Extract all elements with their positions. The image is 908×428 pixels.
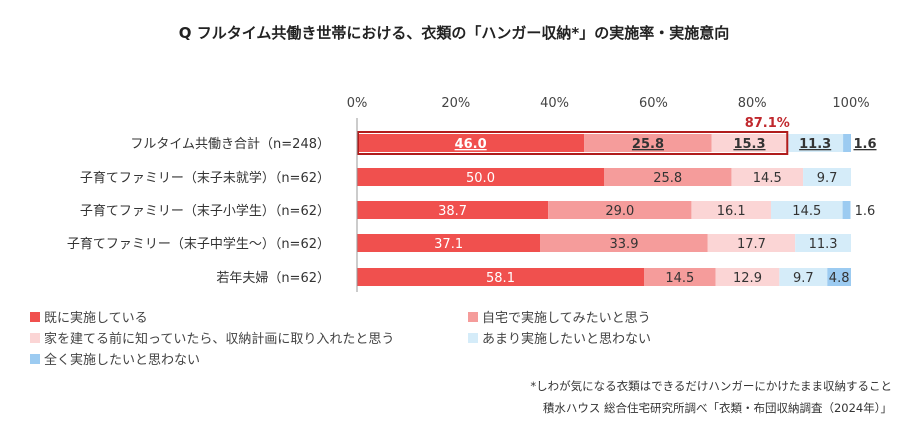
data-label: 16.1 (717, 204, 746, 219)
x-tick-label: 0% (347, 96, 368, 111)
data-label: 12.9 (733, 271, 762, 286)
category-label: フルタイム共働き合計（n=248） (130, 136, 330, 152)
bar-segment (770, 201, 843, 219)
bar-segment (357, 168, 604, 186)
data-label: 25.8 (632, 137, 664, 152)
data-label: 37.1 (434, 237, 463, 252)
bar-segment (827, 268, 851, 286)
bar-segment (803, 168, 851, 186)
x-tick-label: 40% (540, 96, 569, 111)
legend-item-already: 既に実施している (30, 307, 148, 326)
bar-segment (795, 234, 851, 252)
bar-segment (731, 168, 804, 186)
stacked-bar-chart: 0% 20% 40% 60% 80% 100% フルタイム共働き合計（n=248） 子育てファ… (67, 96, 877, 292)
legend-item-not-much: あまり実施したいと思わない (468, 328, 651, 347)
x-tick-label: 80% (738, 96, 767, 111)
legend-item-not-at-all: 全く実施したいと思わない (30, 349, 200, 368)
data-label: 1.6 (853, 137, 876, 152)
bar-segment (779, 268, 828, 286)
data-label: 33.9 (610, 237, 639, 252)
data-label: 38.7 (438, 204, 467, 219)
bar-segment (787, 134, 844, 152)
category-label: 若年夫婦（n=62） (216, 270, 330, 286)
bar-segment (842, 201, 851, 219)
bar-segment (715, 268, 780, 286)
data-label: 14.5 (753, 171, 782, 186)
legend-label: 全く実施したいと思わない (44, 353, 201, 368)
bar-segment (357, 201, 549, 219)
legend-item-if-known: 家を建てる前に知っていたら、収納計画に取り入れたと思う (30, 328, 394, 347)
data-label: 50.0 (466, 171, 495, 186)
legend-swatch (30, 332, 40, 343)
legend-item-want-at-home: 自宅で実施してみたいと思う (468, 307, 651, 326)
x-tick-label: 20% (441, 96, 470, 111)
legend-swatch (30, 311, 40, 322)
data-label: 1.6 (855, 204, 876, 219)
data-label: 9.7 (793, 271, 814, 286)
source-note: 積水ハウス 総合住宅研究所調べ「衣類・布団収納調査（2024年）」 (542, 401, 892, 415)
data-label: 58.1 (486, 271, 515, 286)
legend-label: 既に実施している (44, 311, 148, 326)
category-label: 子育てファミリー（末子中学生～）（n=62） (67, 236, 330, 252)
bar-segment (644, 268, 716, 286)
highlight-box (357, 131, 789, 155)
legend-swatch (468, 332, 478, 343)
data-label: 46.0 (455, 137, 487, 152)
bar-segment (711, 134, 788, 152)
bar-segment (548, 201, 692, 219)
bar-segment (843, 134, 851, 152)
highlight-total-label: 87.1% (745, 116, 790, 131)
bar-segment (584, 134, 712, 152)
chart-title: Q フルタイム共働き世帯における、衣類の「ハンガー収納*」の実施率・実施意向 (178, 24, 730, 42)
data-label: 25.8 (653, 171, 682, 186)
x-tick-label: 60% (639, 96, 668, 111)
data-label: 14.5 (665, 271, 694, 286)
legend-label: 家を建てる前に知っていたら、収納計画に取り入れたと思う (44, 332, 395, 347)
legend-label: あまり実施したいと思わない (482, 332, 652, 347)
data-label: 11.3 (799, 137, 831, 152)
bar-segment (540, 234, 708, 252)
footnote: *しわが気になる衣類はできるだけハンガーにかけたまま収納すること (530, 379, 892, 393)
legend-swatch (30, 353, 40, 364)
data-label: 17.7 (737, 237, 766, 252)
bar-segment (604, 168, 732, 186)
bar-segment (357, 234, 541, 252)
bar-segment (357, 134, 585, 152)
bar-segment (691, 201, 771, 219)
legend-label: 自宅で実施してみたいと思う (482, 311, 651, 326)
data-label: 14.5 (792, 204, 821, 219)
category-label: 子育てファミリー（末子未就学）（n=62） (80, 170, 330, 186)
data-label: 15.3 (733, 137, 765, 152)
bar-segment (357, 268, 645, 286)
data-label: 11.3 (809, 237, 838, 252)
data-label: 9.7 (817, 171, 838, 186)
x-tick-label: 100% (832, 96, 869, 111)
data-label: 4.8 (829, 271, 850, 286)
data-label: 29.0 (605, 204, 634, 219)
bar-segment (707, 234, 796, 252)
category-label: 子育てファミリー（末子小学生）（n=62） (80, 203, 330, 219)
legend-swatch (468, 311, 478, 322)
